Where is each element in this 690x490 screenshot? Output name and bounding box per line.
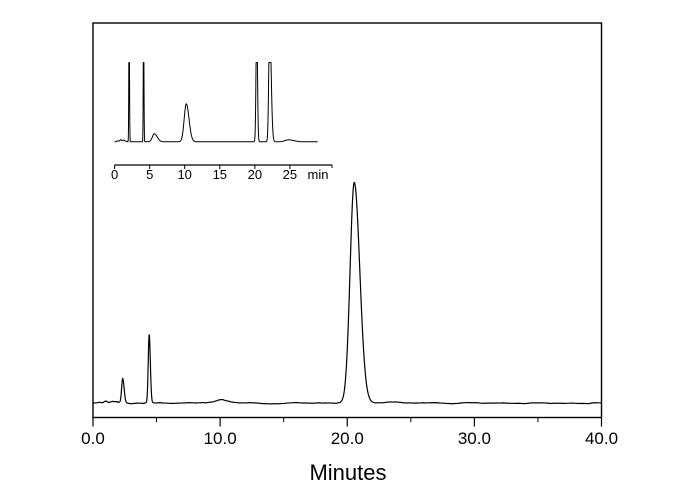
svg-text:15: 15 [213,167,227,182]
svg-text:Minutes: Minutes [309,460,386,485]
svg-text:0: 0 [111,167,118,182]
svg-text:10: 10 [177,167,191,182]
svg-text:0.0: 0.0 [81,429,105,448]
svg-text:25: 25 [283,167,297,182]
svg-text:20: 20 [248,167,262,182]
svg-text:30.0: 30.0 [458,429,491,448]
svg-text:5: 5 [146,167,153,182]
svg-text:40.0: 40.0 [585,429,618,448]
svg-text:10.0: 10.0 [204,429,237,448]
svg-text:min: min [308,167,329,182]
svg-text:20.0: 20.0 [331,429,364,448]
